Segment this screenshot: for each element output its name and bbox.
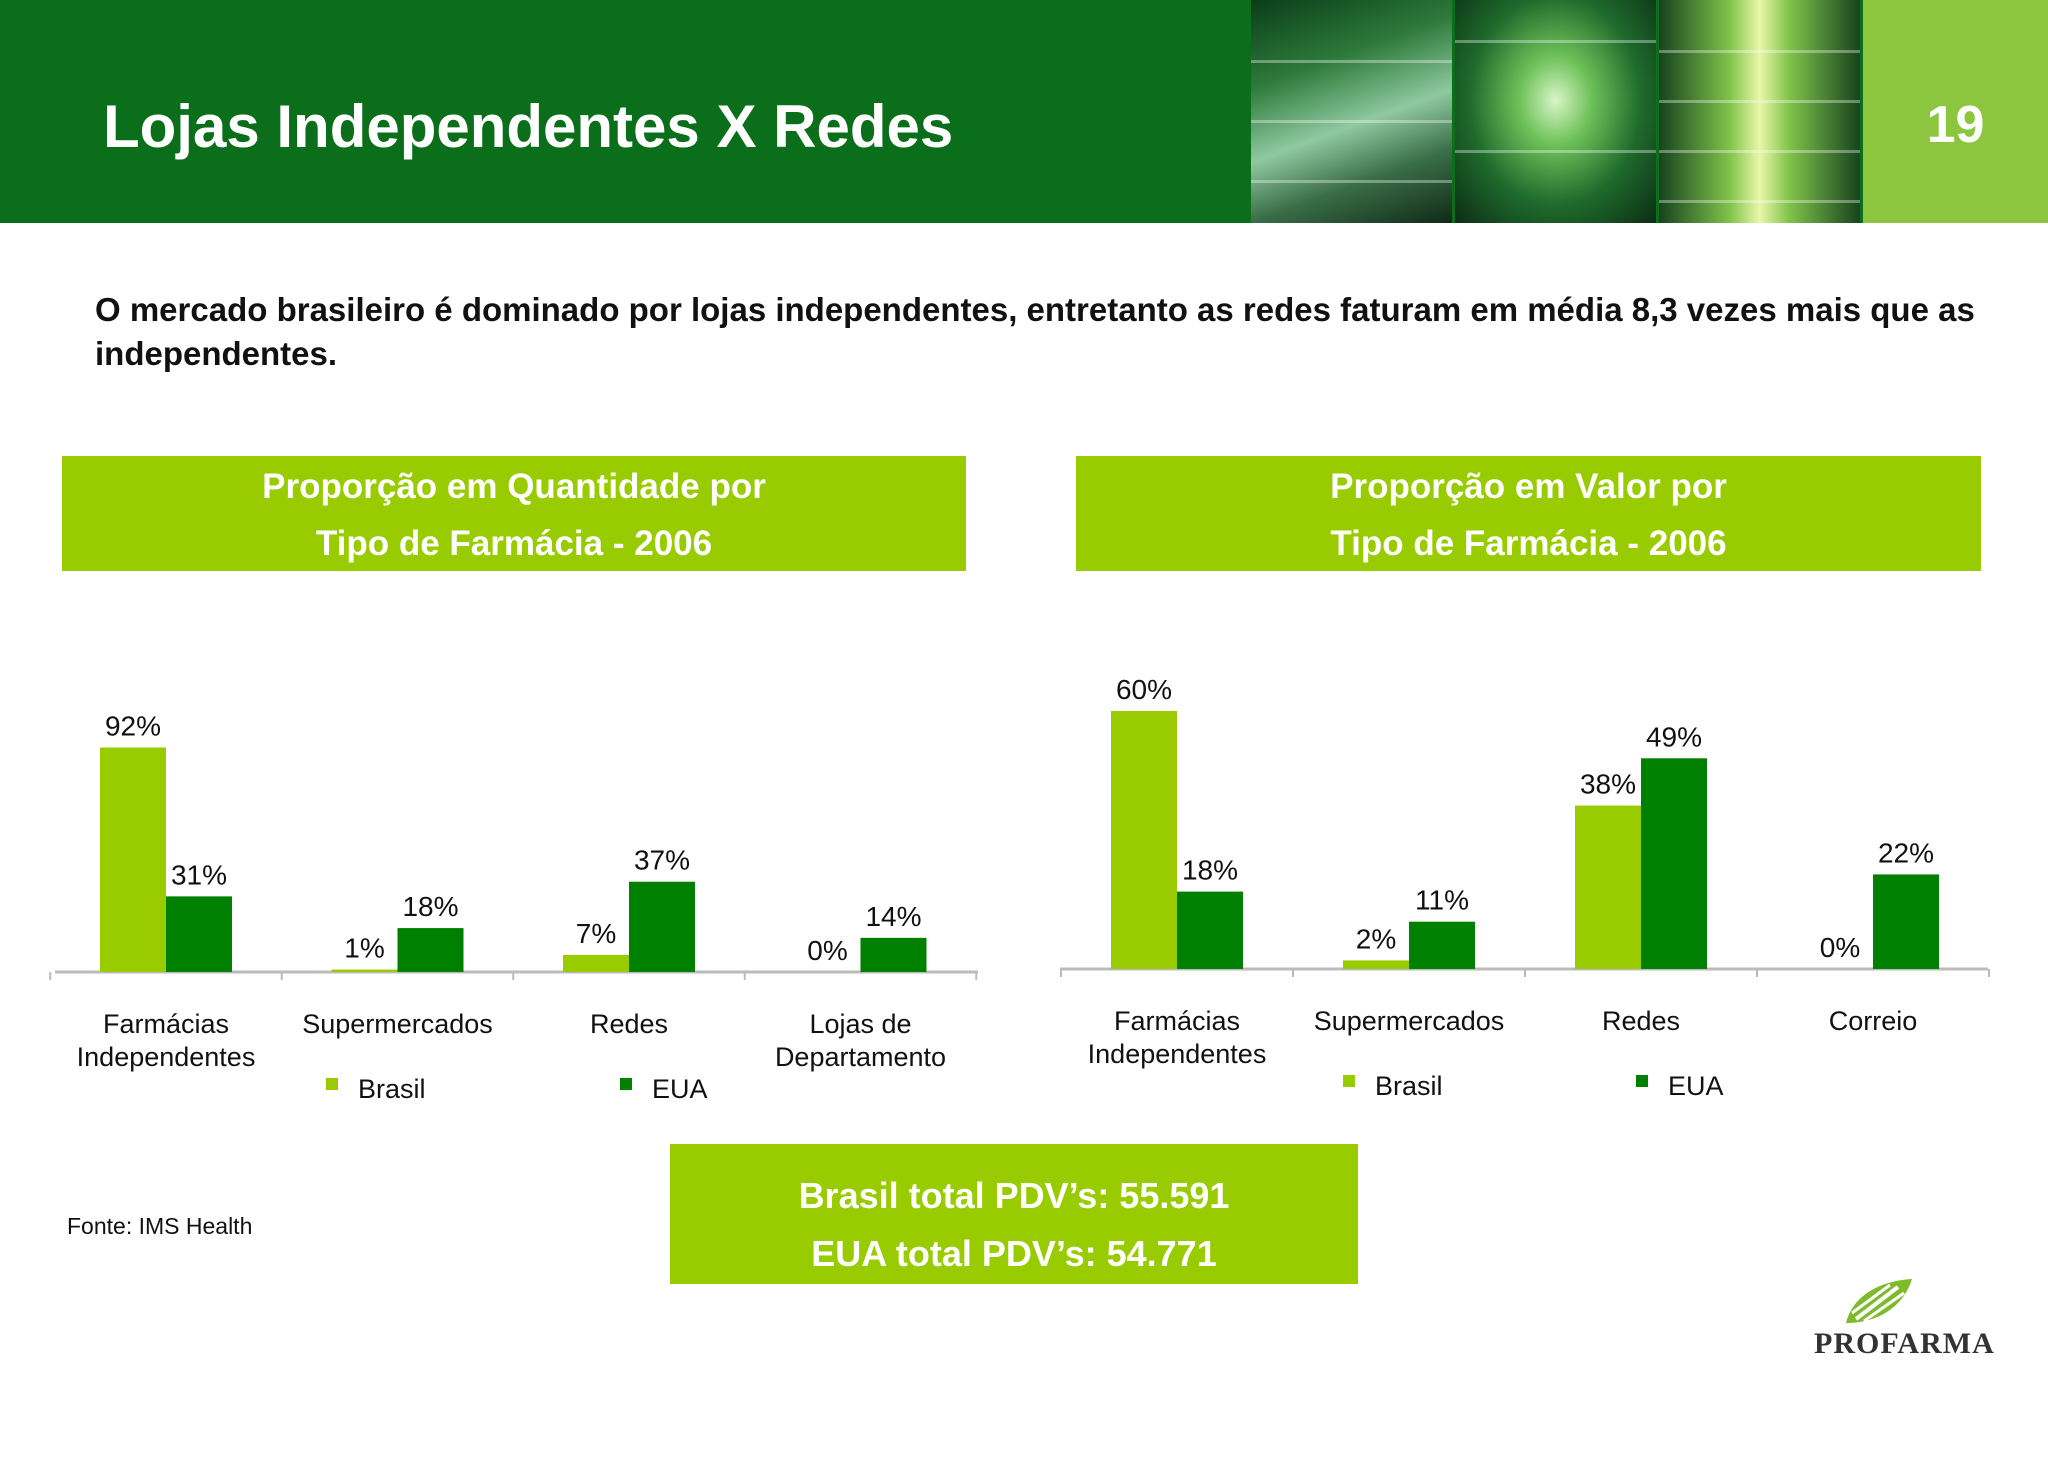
bar-brasil (100, 747, 166, 972)
warehouse-machine-photo (1455, 0, 1656, 223)
data-label: 60% (1116, 674, 1172, 705)
category-label: Independentes (77, 1042, 256, 1072)
bar-brasil (1111, 711, 1177, 969)
data-label: 49% (1646, 721, 1702, 752)
source-note: Fonte: IMS Health (67, 1213, 253, 1239)
legend-swatch-eua (620, 1078, 632, 1090)
legend-label-eua: EUA (652, 1074, 708, 1104)
category-label: Redes (590, 1009, 668, 1039)
warehouse-shelves-photo (1659, 0, 1860, 223)
chart-left-title-line1: Proporção em Quantidade por (262, 467, 766, 506)
data-label: 0% (807, 935, 847, 966)
category-label: Supermercados (1314, 1006, 1505, 1036)
chart-right-title-line2: Tipo de Farmácia - 2006 (1330, 524, 1727, 563)
data-label: 22% (1878, 837, 1934, 868)
bar-brasil (1575, 805, 1641, 969)
data-label: 2% (1356, 923, 1396, 954)
category-label: Correio (1829, 1006, 1918, 1036)
bar-eua (629, 881, 695, 972)
data-label: 14% (865, 901, 921, 932)
bar-eua (1177, 891, 1243, 969)
legend-label-eua: EUA (1668, 1071, 1724, 1101)
bar-eua (860, 937, 927, 972)
profarma-logo: PROFARMA (1812, 1275, 1994, 1365)
category-label: Redes (1602, 1006, 1680, 1036)
chart-left-title-line2: Tipo de Farmácia - 2006 (315, 524, 713, 563)
data-label: 31% (171, 859, 227, 890)
data-label: 11% (1415, 885, 1469, 916)
data-label: 18% (402, 891, 458, 922)
legend-label-brasil: Brasil (1375, 1071, 1443, 1101)
data-label: 1% (344, 933, 384, 964)
legend-swatch-brasil (326, 1078, 338, 1090)
page-number: 19 (1926, 96, 1985, 154)
profarma-leaf-icon (1846, 1279, 1912, 1323)
category-label: Farmácias (103, 1009, 229, 1039)
bar-eua (397, 928, 464, 972)
data-label: 7% (576, 918, 616, 949)
data-label: 38% (1580, 769, 1636, 800)
logo-text: PROFARMA (1814, 1327, 1995, 1360)
bar-brasil (331, 969, 398, 972)
bar-eua (1409, 921, 1475, 969)
legend-swatch-eua (1636, 1075, 1648, 1087)
totals-box: Brasil total PDV’s: 55.591 EUA total PDV… (670, 1144, 1358, 1284)
category-label: Farmácias (1114, 1006, 1240, 1036)
chart-right-title-line1: Proporção em Valor por (1330, 467, 1727, 506)
bar-eua (166, 896, 232, 972)
chart-left-title: Proporção em Quantidade por Tipo de Farm… (62, 456, 966, 571)
bar-brasil (1343, 960, 1409, 969)
bar-eua (1641, 758, 1707, 969)
data-label: 92% (105, 711, 161, 742)
page-number-box: 19 (1863, 0, 2048, 223)
category-label: Independentes (1088, 1039, 1267, 1069)
data-label: 37% (634, 845, 690, 876)
category-label: Departamento (775, 1042, 946, 1072)
data-label: 0% (1820, 932, 1860, 963)
intro-text: O mercado brasileiro é dominado por loja… (95, 291, 1975, 372)
chart-right-title: Proporção em Valor por Tipo de Farmácia … (1076, 456, 1981, 571)
total-brasil: Brasil total PDV’s: 55.591 (798, 1175, 1230, 1216)
category-label: Lojas de (809, 1009, 911, 1039)
total-eua: EUA total PDV’s: 54.771 (811, 1233, 1217, 1274)
legend-swatch-brasil (1343, 1075, 1355, 1087)
conveyor-photo (1251, 0, 1452, 223)
bar-brasil (563, 954, 629, 972)
slide-header: Lojas Independentes X Redes 19 (0, 0, 2048, 223)
category-label: Supermercados (302, 1009, 493, 1039)
bar-eua (1873, 874, 1939, 969)
legend-label-brasil: Brasil (358, 1074, 426, 1104)
slide-title: Lojas Independentes X Redes (103, 93, 954, 160)
data-label: 18% (1182, 855, 1238, 886)
